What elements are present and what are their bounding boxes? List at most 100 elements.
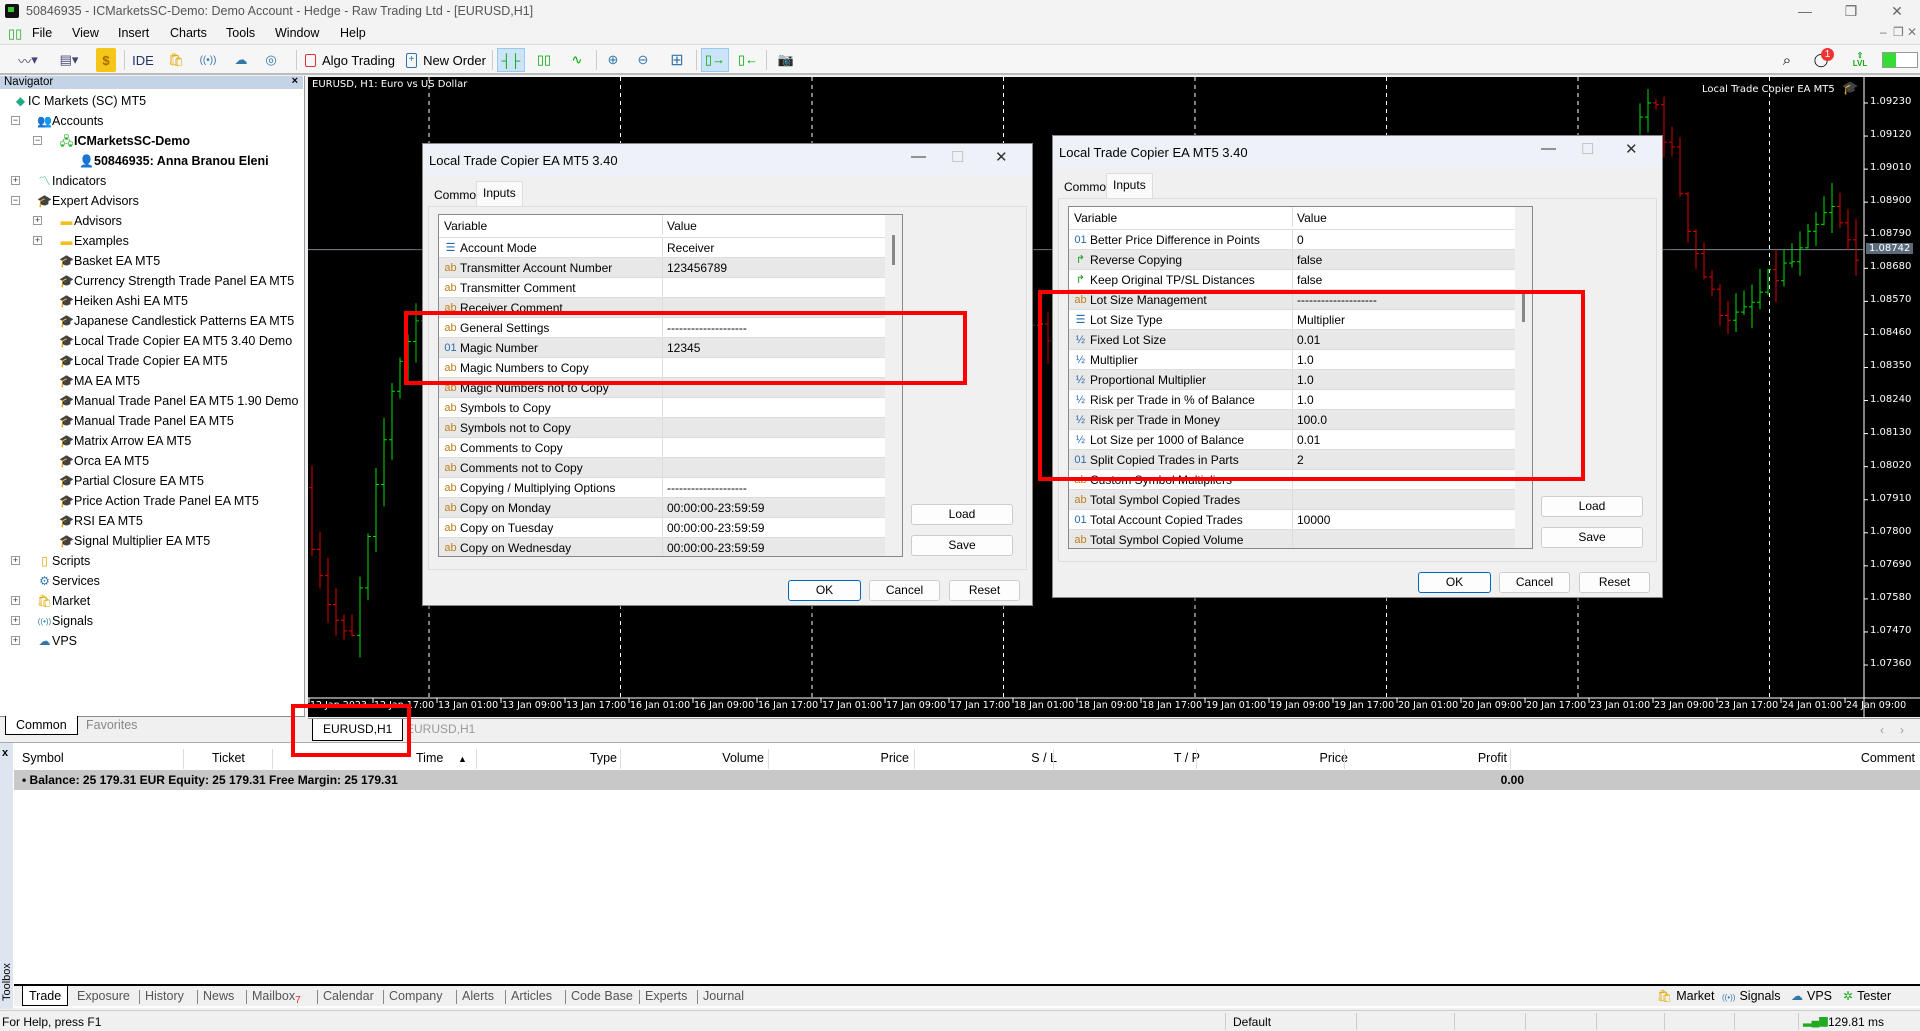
input-value[interactable]: -------------------- xyxy=(662,318,885,338)
dialog-minimize-button[interactable]: — xyxy=(1541,140,1556,157)
input-row[interactable]: ½ Risk per Trade in Money 100.0 xyxy=(1069,410,1515,430)
input-row[interactable]: ab Transmitter Account Number 123456789 xyxy=(439,258,885,278)
input-row[interactable]: ab Total Symbol Copied Volume xyxy=(1069,530,1515,548)
input-value[interactable] xyxy=(662,298,885,318)
expand-icon[interactable]: + xyxy=(33,235,42,245)
navigator-item[interactable]: + ▯ Scripts xyxy=(0,551,303,571)
input-value[interactable]: 100.0 xyxy=(1292,410,1515,430)
input-value[interactable]: 00:00:00-23:59:59 xyxy=(662,538,885,556)
level-icon[interactable]: ⇧ LVL xyxy=(1852,51,1868,68)
navigator-item[interactable]: 🎓 Heiken Ashi EA MT5 xyxy=(0,291,303,311)
search-icon[interactable]: ⌕ xyxy=(1782,51,1792,69)
input-value[interactable] xyxy=(662,438,885,458)
auto-scroll-button[interactable]: ▯→ xyxy=(701,48,729,72)
zoom-in-button[interactable]: ⊕ xyxy=(607,52,619,67)
child-close-button[interactable]: ✕ xyxy=(1907,25,1918,39)
navigator-item[interactable]: − 🎓 Expert Advisors xyxy=(0,191,303,211)
dialog-maximize-button[interactable]: ☐ xyxy=(951,149,965,166)
input-value[interactable] xyxy=(662,358,885,378)
navigator-item[interactable]: 🎓 Price Action Trade Panel EA MT5 xyxy=(0,491,303,511)
screenshot-button[interactable]: 📷 xyxy=(777,52,795,67)
algo-trading-button[interactable]: Algo Trading xyxy=(302,48,398,72)
input-row[interactable]: ☰ Lot Size Type Multiplier xyxy=(1069,310,1515,330)
balance-row[interactable]: • Balance: 25 179.31 EUR Equity: 25 179.… xyxy=(14,770,1920,790)
ok-button[interactable]: OK xyxy=(788,580,861,601)
navigator-item[interactable]: + 〽 Indicators xyxy=(0,171,303,191)
tab-trade[interactable]: Trade xyxy=(22,986,69,1006)
input-value[interactable] xyxy=(662,378,885,398)
input-value[interactable]: -------------------- xyxy=(662,478,885,498)
grid-scrollbar[interactable] xyxy=(1515,207,1532,548)
input-row[interactable]: ab General Settings -------------------- xyxy=(439,318,885,338)
dialog-close-button[interactable]: ✕ xyxy=(1625,141,1638,158)
navigator-item[interactable]: 🎓 Partial Closure EA MT5 xyxy=(0,471,303,491)
navigator-item[interactable]: 🎓 Basket EA MT5 xyxy=(0,251,303,271)
navigator-item[interactable]: 🎓 Japanese Candlestick Patterns EA MT5 xyxy=(0,311,303,331)
chart-shift-button[interactable]: ▯← xyxy=(737,52,759,67)
dollar-icon[interactable]: $ xyxy=(96,48,116,72)
cancel-button[interactable]: Cancel xyxy=(1499,572,1570,593)
column-header-ticket[interactable]: Ticket xyxy=(212,751,245,765)
input-row[interactable]: ab Copy on Wednesday 00:00:00-23:59:59 xyxy=(439,538,885,556)
input-row[interactable]: ab Comments to Copy xyxy=(439,438,885,458)
tab-favorites[interactable]: Favorites xyxy=(86,718,138,732)
input-value[interactable]: 1.0 xyxy=(1292,370,1515,390)
scrollbar-thumb[interactable] xyxy=(892,235,895,265)
input-row[interactable]: ½ Lot Size per 1000 of Balance 0.01 xyxy=(1069,430,1515,450)
input-row[interactable]: ½ Risk per Trade in % of Balance 1.0 xyxy=(1069,390,1515,410)
input-value[interactable] xyxy=(1292,530,1515,548)
navigator-item[interactable]: ◆ IC Markets (SC) MT5 xyxy=(0,91,303,111)
input-value[interactable]: Receiver xyxy=(662,238,885,258)
navigator-item[interactable]: 🎓 Manual Trade Panel EA MT5 1.90 Demo xyxy=(0,391,303,411)
navigator-item[interactable]: + 🛍 Market xyxy=(0,591,303,611)
tab-common[interactable]: Common xyxy=(434,188,483,202)
expand-icon[interactable]: + xyxy=(11,635,20,645)
line-chart-button[interactable]: ∿ xyxy=(571,52,583,67)
menu-charts[interactable]: Charts xyxy=(170,26,207,40)
input-row[interactable]: 01 Better Price Difference in Points 0 xyxy=(1069,230,1515,250)
input-row[interactable]: ab Copying / Multiplying Options ---------… xyxy=(439,478,885,498)
input-value[interactable]: 1.0 xyxy=(1292,390,1515,410)
navigator-item[interactable]: ⚙ Services xyxy=(0,571,303,591)
collapse-icon[interactable]: − xyxy=(11,195,20,205)
column-header-symbol[interactable]: Symbol xyxy=(22,751,64,765)
minimize-button[interactable]: — xyxy=(1798,3,1812,19)
tab-history[interactable]: History xyxy=(145,986,184,1006)
menu-file[interactable]: File xyxy=(32,26,53,40)
save-button[interactable]: Save xyxy=(911,535,1013,556)
chart-type-dropdown[interactable]: 〰 ▾ xyxy=(18,52,38,69)
input-value[interactable] xyxy=(662,398,885,418)
menu-insert[interactable]: Insert xyxy=(118,26,150,40)
reset-button[interactable]: Reset xyxy=(1579,572,1650,593)
input-row[interactable]: ½ Multiplier 1.0 xyxy=(1069,350,1515,370)
signals-icon[interactable]: ((•)) xyxy=(199,54,217,66)
template-dropdown[interactable]: ▤ ▾ xyxy=(59,52,79,67)
input-row[interactable]: ab Transmitter Comment xyxy=(439,278,885,298)
input-row[interactable]: ☰ Account Mode Receiver xyxy=(439,238,885,258)
tab-experts[interactable]: Experts xyxy=(645,986,687,1006)
tab-news[interactable]: News xyxy=(203,986,234,1006)
input-row[interactable]: 01 Total Account Copied Trades 10000 xyxy=(1069,510,1515,530)
input-row[interactable]: ab Copy on Monday 00:00:00-23:59:59 xyxy=(439,498,885,518)
navigator-item[interactable]: 🎓 Local Trade Copier EA MT5 xyxy=(0,351,303,371)
input-value[interactable]: 12345 xyxy=(662,338,885,358)
navigator-item[interactable]: − 👥 Accounts xyxy=(0,111,303,131)
tile-windows-button[interactable]: ⊞ xyxy=(670,52,684,69)
tab-inputs[interactable]: Inputs xyxy=(476,181,523,206)
navigator-item[interactable]: + ☁ VPS xyxy=(0,631,303,651)
scroll-left-button[interactable]: ‹ xyxy=(1880,723,1884,737)
column-header-volume[interactable]: Volume xyxy=(722,751,764,765)
chart-tab-active[interactable]: EURUSD,H1 xyxy=(312,719,404,741)
column-header-price[interactable]: Price xyxy=(880,751,909,765)
menu-window[interactable]: Window xyxy=(275,26,320,40)
navigator-item[interactable]: 👤 50846935: Anna Branou Eleni xyxy=(0,151,303,171)
input-value[interactable]: 2 xyxy=(1292,450,1515,470)
navigator-item[interactable]: 🎓 Currency Strength Trade Panel EA MT5 xyxy=(0,271,303,291)
input-value[interactable]: 0 xyxy=(1292,230,1515,250)
toolbox-tester-button[interactable]: ✲ Tester xyxy=(1843,986,1891,1006)
input-value[interactable]: -------------------- xyxy=(1292,290,1515,310)
input-value[interactable]: 0.01 xyxy=(1292,330,1515,350)
tab-calendar[interactable]: Calendar xyxy=(323,986,374,1006)
input-value[interactable]: false xyxy=(1292,270,1515,290)
expand-icon[interactable]: + xyxy=(11,555,20,565)
